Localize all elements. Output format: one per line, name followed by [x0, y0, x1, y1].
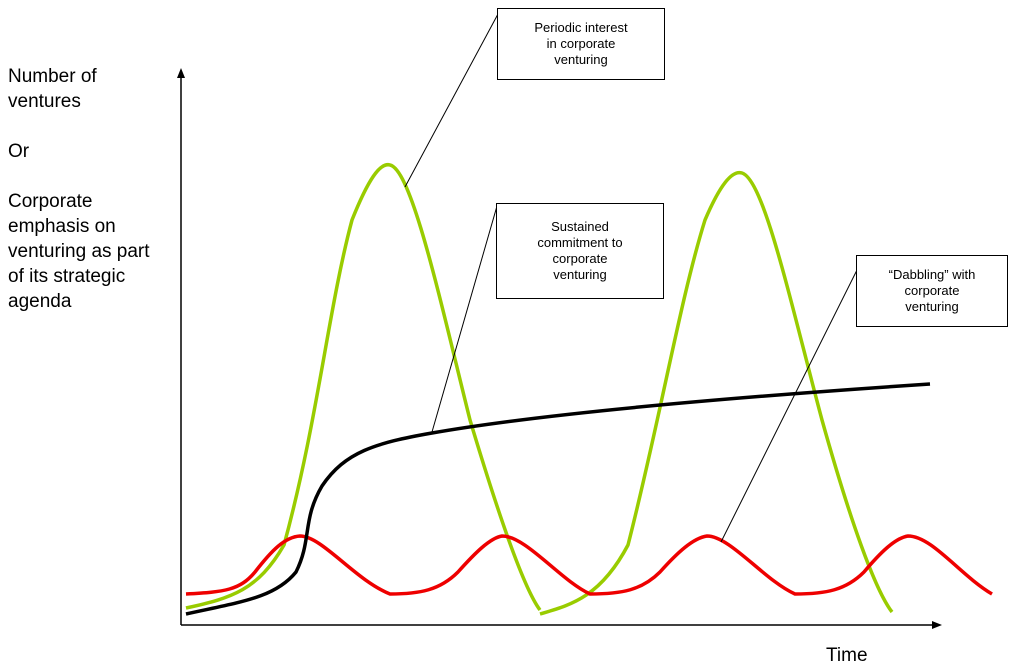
- y-axis-arrow: [177, 68, 185, 78]
- periodic-leader-line: [404, 13, 499, 188]
- dabbling-callout: “Dabbling” with corporate venturing: [856, 255, 1008, 327]
- periodic-interest-curve-1: [185, 163, 542, 612]
- periodic-interest-callout: Periodic interest in corporate venturing: [497, 8, 665, 80]
- x-axis-label: Time: [826, 645, 868, 666]
- dabbling-callout-line-2: corporate: [904, 283, 960, 298]
- sustained-callout-line-1: Sustained: [551, 219, 609, 234]
- periodic-callout-line-1: Periodic interest: [534, 20, 628, 35]
- periodic-interest-curve-2: [539, 170, 894, 616]
- sustained-commitment-callout: Sustained commitment to corporate ventur…: [496, 203, 664, 299]
- sustained-leader-line: [431, 205, 498, 433]
- x-axis-arrow: [932, 621, 942, 629]
- sustained-callout-line-4: venturing: [553, 267, 607, 282]
- dabbling-leader-line: [720, 267, 859, 543]
- sustained-callout-line-3: corporate: [552, 251, 608, 266]
- dabbling-callout-line-1: “Dabbling” with: [888, 267, 976, 282]
- periodic-callout-line-2: in corporate: [546, 36, 616, 51]
- dabbling-curve: [185, 534, 993, 596]
- dabbling-callout-line-3: venturing: [905, 299, 959, 314]
- periodic-callout-line-3: venturing: [554, 52, 608, 67]
- y-label-line-2: Or: [8, 141, 30, 162]
- y-label-line-3: Corporate emphasis on venturing as part …: [8, 191, 150, 312]
- y-label-line-1: Number of ventures: [8, 66, 97, 112]
- sustained-callout-line-2: commitment to: [537, 235, 623, 250]
- y-axis-label: Number of ventures Or Corporate emphasis…: [8, 64, 168, 339]
- sustained-commitment-curve: [185, 382, 931, 616]
